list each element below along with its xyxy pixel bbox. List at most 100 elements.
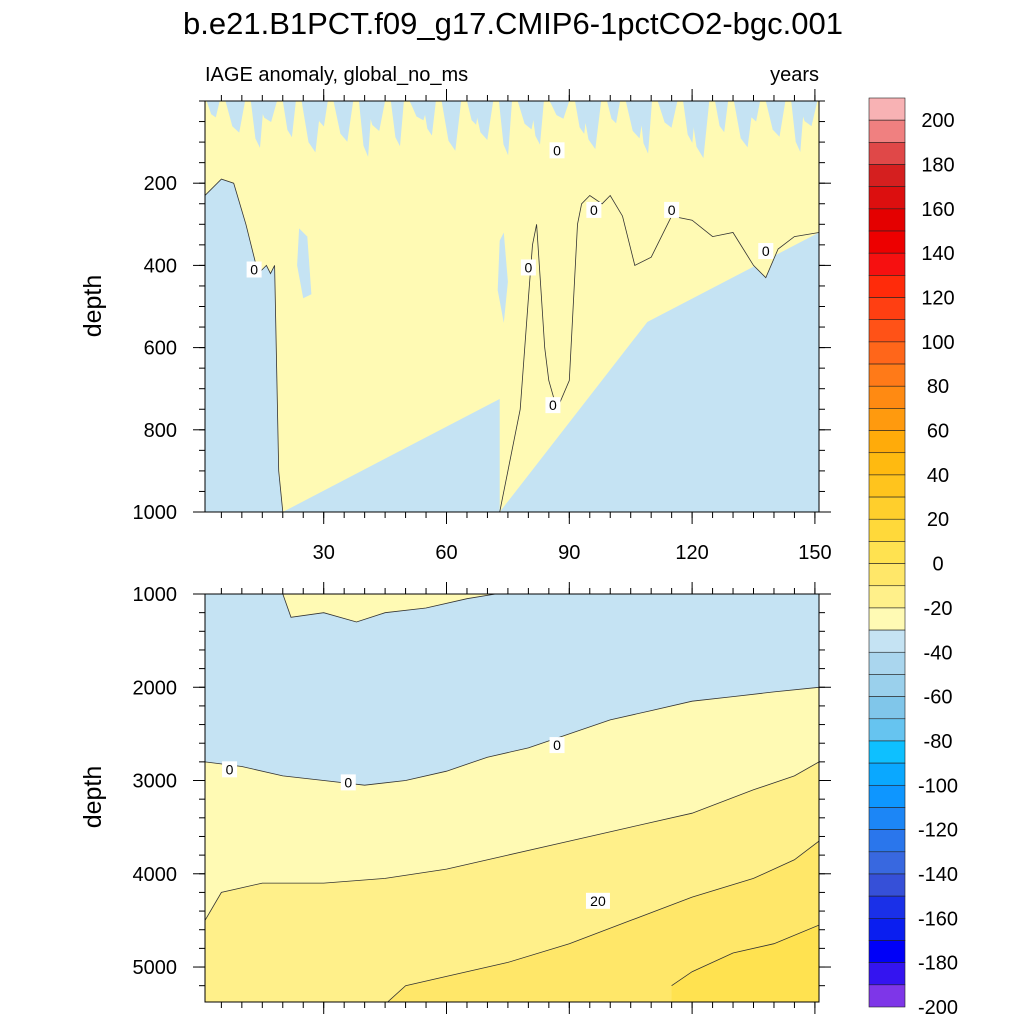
negative-filament xyxy=(797,101,818,127)
contour-label-bg xyxy=(585,892,610,909)
colorbar-box xyxy=(868,474,906,498)
negative-filament xyxy=(358,101,372,157)
colorbar-box xyxy=(868,452,906,476)
contour-label: 0 xyxy=(762,243,770,259)
negative-filament xyxy=(250,101,264,148)
colorbar-label: 200 xyxy=(921,110,954,132)
contour-label-bg xyxy=(586,201,602,218)
colorbar-label: -80 xyxy=(924,731,953,753)
upper-contour-panel: 0 0 0 0 0 0 0 200 400 600 800 1000 30 60 90 120 150 xyxy=(133,89,832,564)
colorbar-box xyxy=(868,629,906,653)
negative-filament xyxy=(314,101,328,127)
negative-filament xyxy=(549,101,570,119)
lower-ylabel: depth xyxy=(79,766,107,829)
colorbar-box xyxy=(868,740,906,764)
contour-label-bg xyxy=(340,774,356,791)
y-tick-label: 2000 xyxy=(133,677,178,699)
contour-label: 0 xyxy=(250,262,258,278)
colorbar: 200180160140120100806040200-20-40-60-80-… xyxy=(868,97,958,1019)
y-tick-label: 800 xyxy=(144,420,177,442)
colorbar-box xyxy=(868,97,906,121)
colorbar-box xyxy=(868,940,906,963)
colorbar-box xyxy=(868,651,906,675)
contour-label: 0 xyxy=(524,259,532,275)
negative-filament xyxy=(206,101,220,118)
positive-region-upper xyxy=(499,101,819,512)
panel-field: 0 0 0 20 xyxy=(205,594,819,1002)
colorbar-label: 0 xyxy=(932,554,943,576)
colorbar-box xyxy=(868,718,906,742)
contour-label-bg xyxy=(758,243,774,260)
chart-title: b.e21.B1PCT.f09_g17.CMIP6-1pctCO2-bgc.00… xyxy=(183,6,843,41)
panel-frame xyxy=(204,593,820,1003)
contour-label: 20 xyxy=(590,893,606,909)
colorbar-box xyxy=(868,252,906,276)
y-tick-label: 4000 xyxy=(133,864,178,886)
colorbar-box xyxy=(868,873,906,897)
colorbar-box xyxy=(868,984,906,1008)
colorbar-box xyxy=(868,851,906,875)
contour-label: 0 xyxy=(553,737,561,753)
colorbar-label: 160 xyxy=(921,199,954,221)
negative-filament xyxy=(657,101,678,128)
colorbar-box xyxy=(868,408,906,431)
colorbar-label: 120 xyxy=(921,288,954,310)
colorbar-box xyxy=(868,297,906,321)
colorbar-box xyxy=(868,962,906,986)
contour-label-bg xyxy=(520,259,536,276)
colorbar-label: -120 xyxy=(918,820,958,842)
negative-filament xyxy=(473,101,494,140)
x-tick-label: 60 xyxy=(435,542,457,564)
colorbar-box xyxy=(868,895,906,919)
colorbar-box xyxy=(868,696,906,720)
positive-30-region xyxy=(671,925,819,1002)
colorbar-box xyxy=(868,142,906,165)
positive-0-band xyxy=(205,687,819,921)
negative-filament xyxy=(530,101,544,145)
upper-ylabel: depth xyxy=(79,275,107,338)
left-subtitle: IAGE anomaly, global_no_ms xyxy=(205,64,468,86)
colorbar-box xyxy=(868,186,906,210)
negative-region xyxy=(205,594,819,786)
positive-20-region xyxy=(387,841,819,1002)
contour-label-bg xyxy=(246,261,262,278)
negative-blob xyxy=(497,232,508,323)
negative-filament xyxy=(365,101,386,131)
contour-label-bg xyxy=(222,761,238,778)
x-tick-label: 150 xyxy=(798,542,831,564)
x-tick-label: 120 xyxy=(675,542,708,564)
contour-label: 0 xyxy=(590,202,598,218)
colorbar-box xyxy=(868,363,906,387)
negative-filament xyxy=(390,101,404,147)
colorbar-box xyxy=(868,230,906,254)
x-tick-label: 90 xyxy=(558,542,580,564)
y-tick-label: 1000 xyxy=(133,502,178,524)
contour-label: 0 xyxy=(553,142,561,158)
negative-filament xyxy=(638,101,652,154)
colorbar-box xyxy=(868,275,906,298)
colorbar-label: 20 xyxy=(927,509,949,531)
contour-label-bg xyxy=(664,201,680,218)
colorbar-label: -100 xyxy=(918,775,958,797)
colorbar-box xyxy=(868,585,906,609)
colorbar-box xyxy=(868,674,906,697)
contour-label: 0 xyxy=(549,397,557,413)
contour-label-bg xyxy=(549,737,565,754)
colorbar-box xyxy=(868,762,906,786)
contour-label: 0 xyxy=(668,202,676,218)
colorbar-label: 40 xyxy=(927,465,949,487)
negative-filament xyxy=(301,101,322,153)
colorbar-label: -40 xyxy=(924,642,953,664)
colorbar-box xyxy=(868,784,906,808)
negative-blob xyxy=(297,228,312,299)
negative-filament xyxy=(689,101,710,159)
negative-filament xyxy=(333,101,354,142)
colorbar-box xyxy=(868,829,906,853)
colorbar-box xyxy=(868,385,906,409)
negative-filament xyxy=(225,101,246,133)
negative-filament xyxy=(791,101,805,152)
y-tick-label: 600 xyxy=(144,338,177,360)
colorbar-box xyxy=(868,541,906,564)
colorbar-box xyxy=(868,807,906,830)
y-tick-label: 3000 xyxy=(133,771,178,793)
